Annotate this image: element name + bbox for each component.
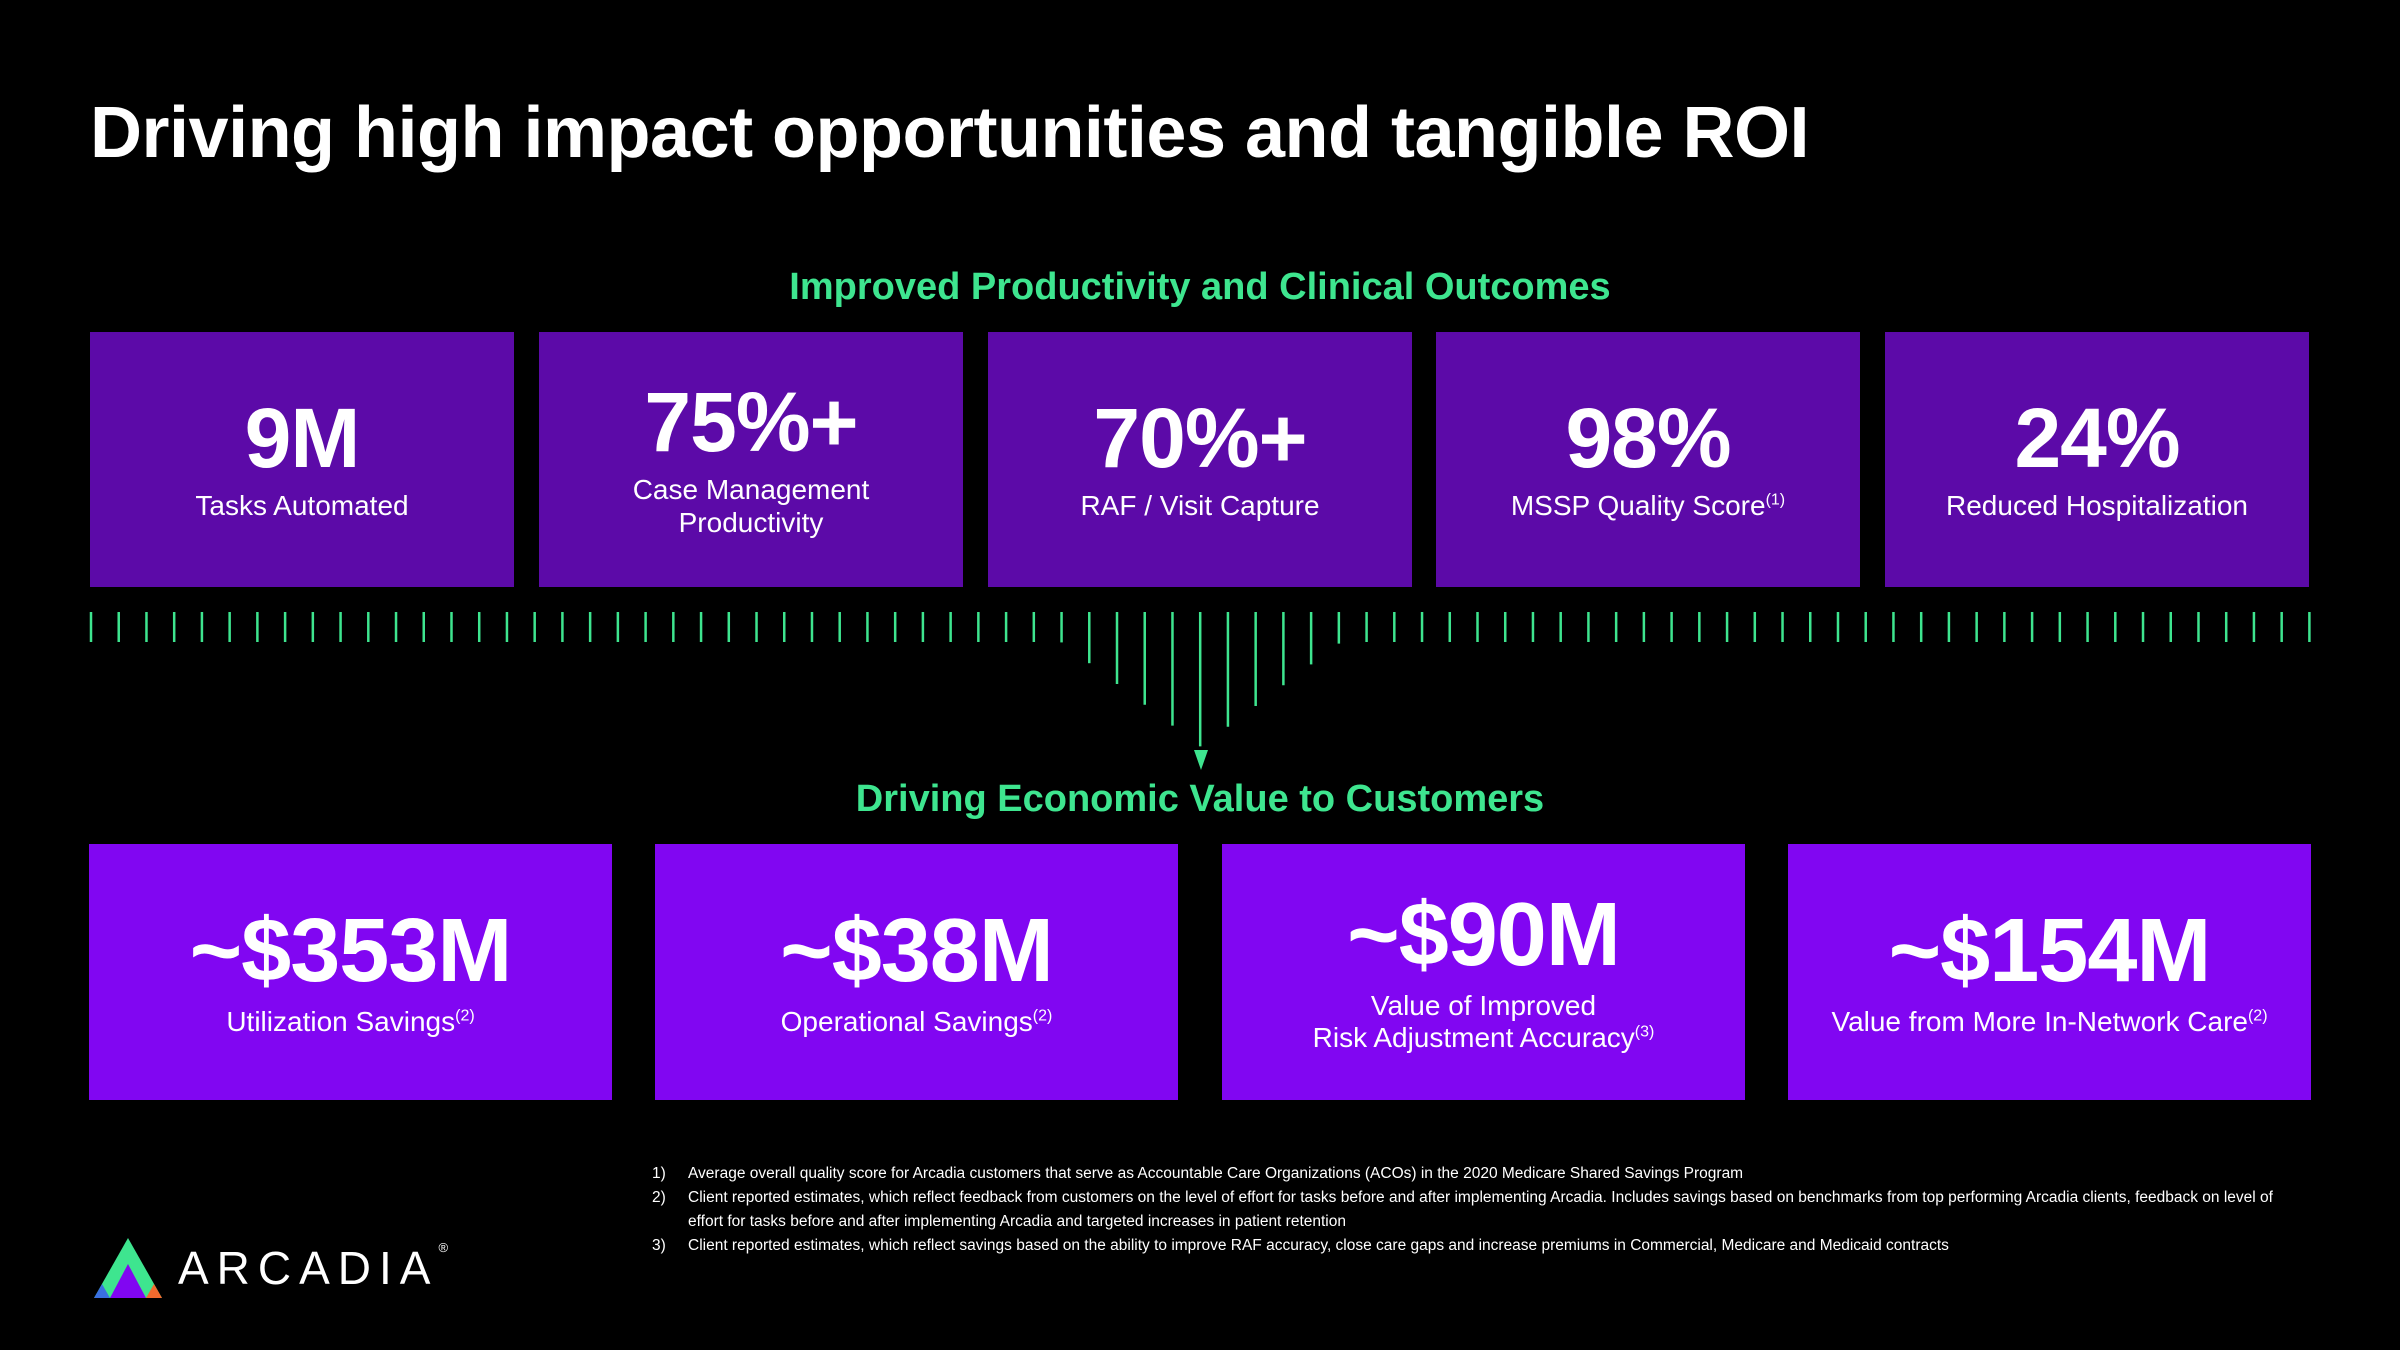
metric-value: ~$353M (189, 900, 513, 1001)
productivity-heading: Improved Productivity and Clinical Outco… (789, 266, 1611, 308)
metric-value: ~$154M (1888, 900, 2212, 1001)
metric-value: 24% (2014, 391, 2180, 486)
metric-value: 9M (244, 391, 361, 486)
metric-card-tasks: 9M Tasks Automated (90, 332, 514, 587)
registered-mark: ® (438, 1240, 449, 1255)
metric-label: Reduced Hospitalization (1946, 490, 2248, 522)
metric-card-raf: 70%+ RAF / Visit Capture (988, 332, 1412, 587)
metric-label: RAF / Visit Capture (1080, 490, 1320, 522)
economic-card-in-network: ~$154M Value from More In-Network Care(2… (1788, 844, 2311, 1100)
arcadia-logo: ARCADIA ® (92, 1236, 448, 1300)
metric-label: Value from More In-Network Care(2) (1831, 1005, 2268, 1037)
triangle-logo-icon (94, 1238, 162, 1298)
metric-label: MSSP Quality Score(1) (1510, 490, 1786, 522)
metric-value: ~$90M (1347, 884, 1621, 985)
metric-value: 98% (1565, 391, 1731, 486)
metric-label: Case Management Productivity (632, 474, 870, 538)
metric-card-case-management: 75%+ Case Management Productivity (539, 332, 963, 587)
page-title: Driving high impact opportunities and ta… (90, 93, 1810, 173)
logo-text: ARCADIA (178, 1242, 439, 1294)
footnote-item: 1) Average overall quality score for Arca… (652, 1165, 1744, 1182)
metric-label: Utilization Savings(2) (226, 1005, 475, 1037)
economic-card-utilization: ~$353M Utilization Savings(2) (89, 844, 612, 1100)
metric-card-hospitalization: 24% Reduced Hospitalization (1885, 332, 2309, 587)
footnote-item: 2) Client reported estimates, which refle… (652, 1189, 2273, 1230)
metric-value: 75%+ (644, 375, 858, 470)
economic-card-risk-adjustment: ~$90M Value of Improved Risk Adjustment … (1222, 844, 1745, 1100)
metric-label: Operational Savings(2) (780, 1005, 1053, 1037)
tick-divider (89, 612, 2311, 770)
economic-card-operational: ~$38M Operational Savings(2) (655, 844, 1178, 1100)
footnotes: 1) Average overall quality score for Arca… (652, 1162, 2312, 1258)
metric-label: Tasks Automated (195, 490, 409, 522)
metric-value: ~$38M (780, 900, 1054, 1001)
metric-label: Value of Improved Risk Adjustment Accura… (1312, 989, 1655, 1053)
metric-value: 70%+ (1093, 391, 1307, 486)
metric-card-mssp: 98% MSSP Quality Score(1) (1436, 332, 1860, 587)
footnote-item: 3) Client reported estimates, which refle… (652, 1237, 1949, 1254)
arrow-down-icon (1194, 750, 1208, 770)
economic-heading: Driving Economic Value to Customers (855, 778, 1545, 820)
